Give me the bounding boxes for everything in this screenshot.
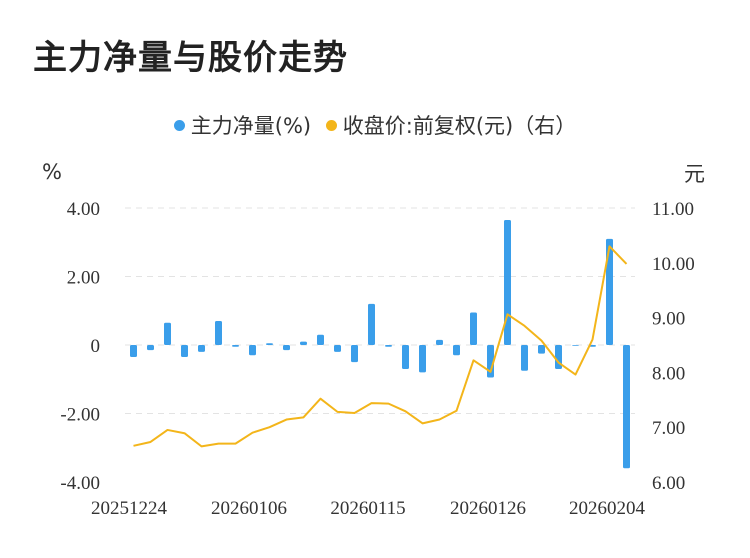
- net-volume-bar: [215, 321, 222, 345]
- net-volume-bar: [368, 303, 375, 345]
- legend-bar-marker: [173, 119, 185, 131]
- right-axis-unit: 元: [684, 162, 705, 186]
- close-price-line: [133, 245, 628, 448]
- net-volume-bar: [147, 345, 154, 351]
- net-volume-bar: [232, 345, 239, 347]
- left-axis-unit: %: [42, 160, 62, 184]
- net-volume-bar: [334, 345, 341, 352]
- left-tick-label: 0: [91, 336, 101, 357]
- legend: 主力净量(%) 收盘价:前复权(元)（右）: [0, 110, 750, 140]
- x-tick-label: 20260126: [450, 498, 526, 519]
- net-volume-bar: [504, 219, 511, 345]
- net-volume-bar: [130, 345, 137, 357]
- left-tick-label: 2.00: [67, 268, 100, 289]
- legend-item-net-volume[interactable]: 主力净量(%): [173, 110, 312, 140]
- net-volume-bar: [351, 345, 358, 363]
- right-tick-label: 11.00: [652, 199, 694, 220]
- legend-item-close-price[interactable]: 收盘价:前复权(元)（右）: [325, 110, 577, 140]
- net-volume-bar: [436, 339, 443, 345]
- right-tick-label: 6.00: [652, 473, 685, 494]
- net-volume-bar: [164, 322, 171, 345]
- x-tick-label: 20260115: [330, 498, 405, 519]
- net-volume-bar: [470, 312, 477, 345]
- x-tick-label: 20260204: [569, 498, 646, 519]
- net-volume-bar: [419, 345, 426, 373]
- net-volume-bar: [300, 341, 307, 345]
- right-tick-label: 7.00: [652, 418, 685, 439]
- left-tick-label: -4.00: [60, 473, 100, 494]
- net-volume-bar: [538, 345, 545, 354]
- net-volume-bar: [453, 345, 460, 356]
- net-volume-bar: [198, 345, 205, 352]
- x-tick-label: 20260106: [211, 498, 287, 519]
- net-volume-bar: [266, 343, 273, 345]
- net-volume-bar: [521, 345, 528, 371]
- net-volume-bar: [181, 345, 188, 357]
- net-volume-bar: [249, 345, 256, 356]
- net-volume-bar: [385, 345, 392, 347]
- net-volume-bar: [283, 345, 290, 351]
- legend-line-marker: [325, 119, 337, 131]
- right-tick-label: 8.00: [652, 363, 685, 384]
- net-volume-bar: [572, 345, 579, 346]
- net-volume-bar: [402, 345, 409, 369]
- left-tick-label: 4.00: [67, 199, 100, 220]
- right-tick-label: 9.00: [652, 309, 685, 330]
- left-tick-label: -2.00: [60, 405, 100, 426]
- net-volume-bar: [317, 334, 324, 345]
- net-volume-bar: [623, 345, 630, 469]
- legend-label-net-volume: 主力净量(%): [190, 114, 312, 138]
- net-volume-bar: [589, 345, 596, 347]
- x-tick-label: 20251224: [91, 498, 168, 519]
- legend-label-close-price: 收盘价:前复权(元)（右）: [342, 114, 577, 138]
- net-volume-bar: [606, 238, 613, 345]
- right-tick-label: 10.00: [652, 254, 695, 275]
- chart-title: 主力净量与股价走势: [33, 38, 348, 78]
